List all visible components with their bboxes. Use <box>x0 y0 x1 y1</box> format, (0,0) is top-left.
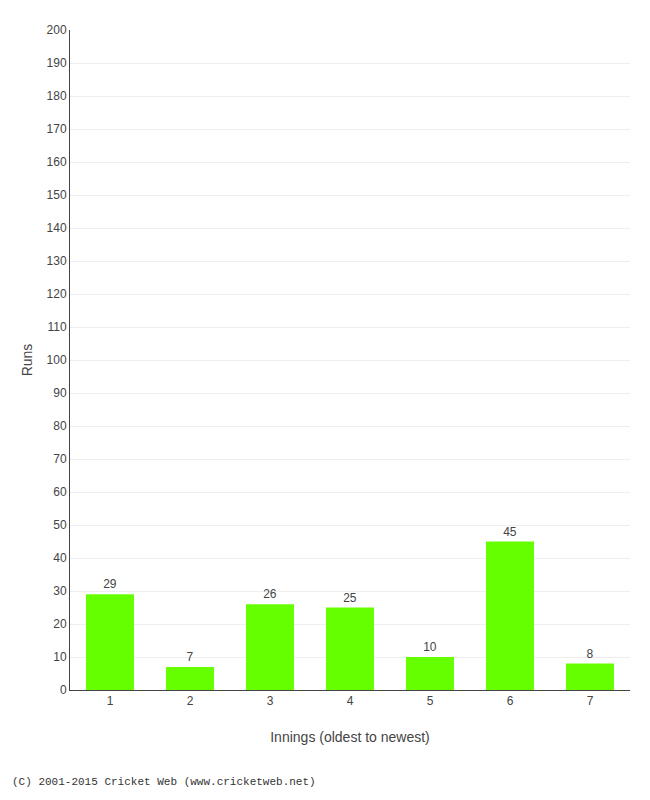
svg-text:40: 40 <box>53 551 67 565</box>
svg-text:120: 120 <box>47 287 67 301</box>
svg-text:170: 170 <box>47 122 67 136</box>
svg-text:160: 160 <box>47 155 67 169</box>
svg-text:7: 7 <box>187 650 194 664</box>
svg-text:130: 130 <box>47 254 67 268</box>
svg-text:110: 110 <box>47 320 66 334</box>
svg-text:2: 2 <box>187 694 194 708</box>
svg-text:0: 0 <box>60 683 67 697</box>
svg-text:8: 8 <box>587 647 594 661</box>
svg-text:20: 20 <box>53 617 67 631</box>
svg-text:1: 1 <box>107 694 114 708</box>
svg-text:4: 4 <box>347 694 354 708</box>
svg-text:5: 5 <box>427 694 434 708</box>
svg-text:Innings (oldest to newest): Innings (oldest to newest) <box>270 729 430 745</box>
svg-text:180: 180 <box>47 89 67 103</box>
svg-text:6: 6 <box>507 694 514 708</box>
svg-text:200: 200 <box>47 23 67 37</box>
svg-text:3: 3 <box>267 694 274 708</box>
svg-text:30: 30 <box>53 584 67 598</box>
svg-text:150: 150 <box>47 188 67 202</box>
svg-text:26: 26 <box>263 587 277 601</box>
svg-text:140: 140 <box>47 221 67 235</box>
svg-text:10: 10 <box>53 650 67 664</box>
svg-text:80: 80 <box>53 419 67 433</box>
svg-text:45: 45 <box>503 525 517 539</box>
svg-text:70: 70 <box>53 452 67 466</box>
svg-text:10: 10 <box>423 640 437 654</box>
svg-text:90: 90 <box>53 386 67 400</box>
svg-text:190: 190 <box>47 56 67 70</box>
svg-text:25: 25 <box>343 591 357 605</box>
svg-text:100: 100 <box>47 353 67 367</box>
svg-text:29: 29 <box>103 577 117 591</box>
svg-text:7: 7 <box>587 694 594 708</box>
svg-text:60: 60 <box>53 485 67 499</box>
svg-text:50: 50 <box>53 518 67 532</box>
svg-text:(C) 2001-2015 Cricket Web (www: (C) 2001-2015 Cricket Web (www.cricketwe… <box>12 776 316 788</box>
svg-text:Runs: Runs <box>19 344 35 377</box>
